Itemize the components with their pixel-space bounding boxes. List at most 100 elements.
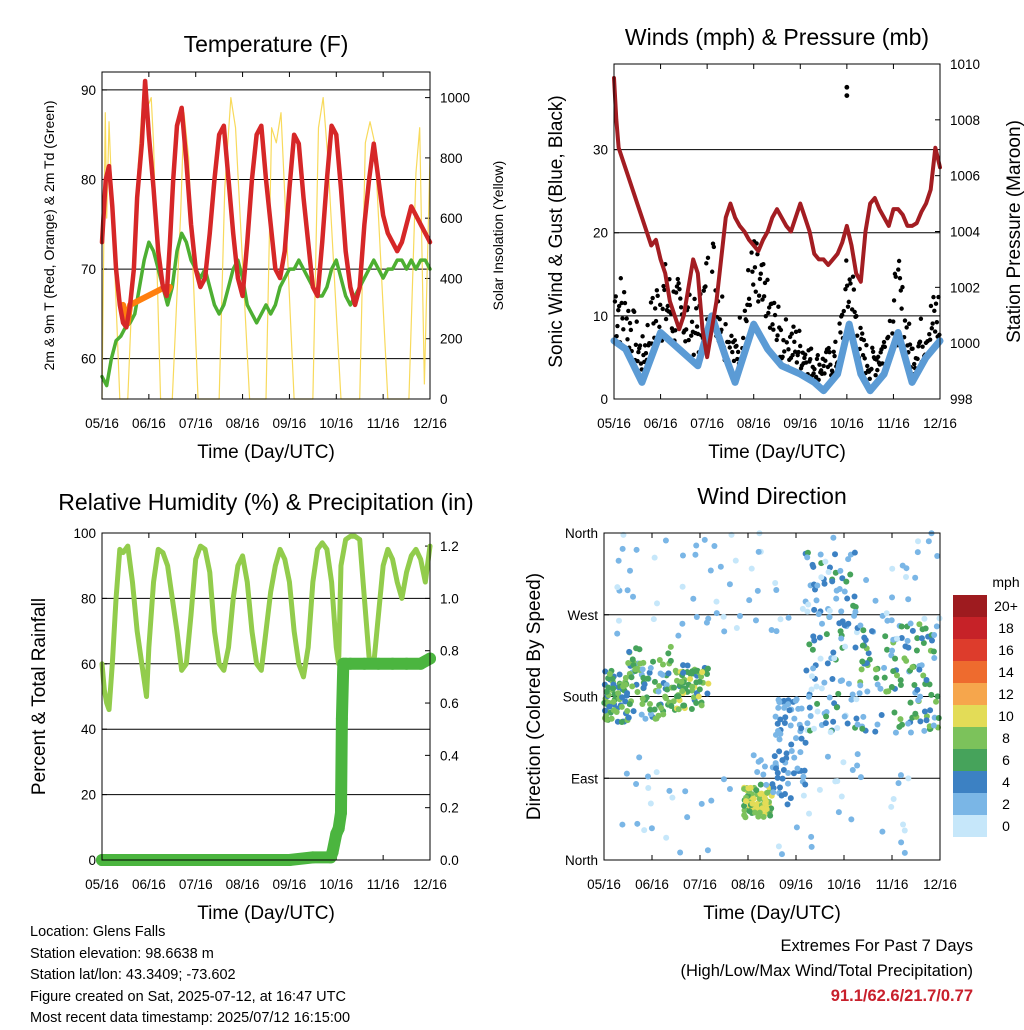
y2-tick-label: 1008: [950, 113, 980, 128]
direction-point: [640, 659, 647, 666]
direction-point: [775, 704, 782, 711]
direction-point: [808, 673, 815, 680]
x-tick-label: 08/16: [737, 416, 771, 431]
colorbar-label: 16: [998, 642, 1014, 658]
direction-point: [639, 695, 646, 702]
direction-point: [760, 813, 767, 820]
gust-point: [749, 250, 754, 255]
direction-point: [645, 773, 652, 780]
direction-point: [923, 717, 930, 724]
direction-point: [853, 696, 860, 703]
direction-point: [659, 661, 666, 668]
gust-point: [886, 334, 891, 340]
direction-point: [881, 664, 888, 671]
direction-point: [610, 707, 617, 714]
direction-point: [884, 646, 891, 653]
direction-point: [653, 769, 660, 776]
y-tick-label: 20: [81, 788, 96, 803]
gust-point: [818, 368, 824, 373]
direction-point: [933, 698, 940, 705]
direction-point: [817, 551, 824, 558]
direction-point: [698, 800, 705, 807]
gust-point: [780, 354, 785, 360]
direction-point: [804, 608, 811, 615]
direction-point: [772, 713, 779, 720]
gust-point: [904, 325, 909, 330]
direction-point: [628, 674, 635, 681]
direction-point: [929, 637, 936, 644]
direction-point: [844, 720, 851, 727]
gust-point: [861, 337, 867, 343]
direction-point: [784, 801, 791, 808]
gust-point: [633, 342, 639, 348]
direction-point: [878, 711, 885, 718]
direction-point: [609, 675, 616, 682]
gust-point: [753, 289, 758, 294]
gust-point: [762, 280, 768, 286]
direction-point: [655, 688, 662, 695]
direction-point: [651, 678, 658, 685]
x-tick-label: 06/16: [132, 877, 166, 892]
gust-point: [911, 361, 917, 367]
direction-point: [641, 681, 648, 688]
direction-point: [650, 658, 657, 665]
direction-point: [747, 784, 754, 791]
direction-point: [666, 787, 673, 794]
direction-point: [810, 665, 817, 672]
direction-point: [833, 595, 840, 602]
direction-point: [634, 665, 641, 672]
direction-point: [698, 702, 705, 709]
gust-point: [735, 356, 740, 362]
y-tick-label: 100: [73, 526, 96, 541]
direction-point: [773, 628, 780, 635]
dewpoint-series: [100, 231, 432, 388]
gust-point: [746, 296, 752, 302]
direction-point: [892, 729, 899, 736]
direction-point: [854, 762, 861, 769]
direction-point: [615, 557, 622, 564]
direction-point: [835, 809, 842, 816]
direction-point: [914, 635, 921, 642]
y2-tick-label: 0.0: [440, 853, 459, 868]
gust-point: [766, 310, 771, 316]
direction-point: [904, 637, 911, 644]
direction-point: [606, 703, 613, 710]
direction-point: [660, 711, 667, 718]
direction-point: [837, 567, 844, 574]
direction-point: [888, 684, 895, 691]
direction-point: [656, 683, 663, 690]
direction-point: [625, 714, 632, 721]
direction-point: [923, 677, 930, 684]
direction-point: [860, 627, 867, 634]
gust-point: [812, 366, 817, 372]
gust-outlier: [844, 84, 850, 90]
gust-point: [627, 320, 633, 326]
colorbar-label: 12: [998, 686, 1014, 702]
direction-point: [806, 810, 813, 817]
y2-tick-label: 1002: [950, 280, 980, 295]
direction-point: [681, 702, 688, 709]
colorbar-swatch: [953, 749, 987, 771]
gust-point: [902, 318, 908, 323]
gust-point: [772, 300, 777, 306]
gust-point: [621, 327, 626, 332]
direction-point: [622, 698, 629, 705]
direction-point: [640, 674, 647, 681]
direction-point: [614, 630, 621, 637]
gust-point: [662, 287, 667, 293]
direction-point: [651, 554, 658, 561]
gust-point: [703, 284, 708, 289]
y-tick-label: 80: [81, 173, 96, 188]
direction-point: [824, 660, 831, 667]
direction-point: [750, 752, 757, 759]
gust-point: [622, 300, 628, 306]
direction-point: [830, 649, 837, 656]
direction-point: [903, 565, 910, 572]
direction-point: [833, 704, 840, 711]
gust-point: [811, 371, 816, 376]
gust-point: [880, 361, 885, 366]
x-tick-label: 05/16: [597, 416, 631, 431]
direction-point: [883, 610, 890, 617]
direction-point: [854, 751, 861, 758]
x-tick-label: 06/16: [644, 416, 678, 431]
